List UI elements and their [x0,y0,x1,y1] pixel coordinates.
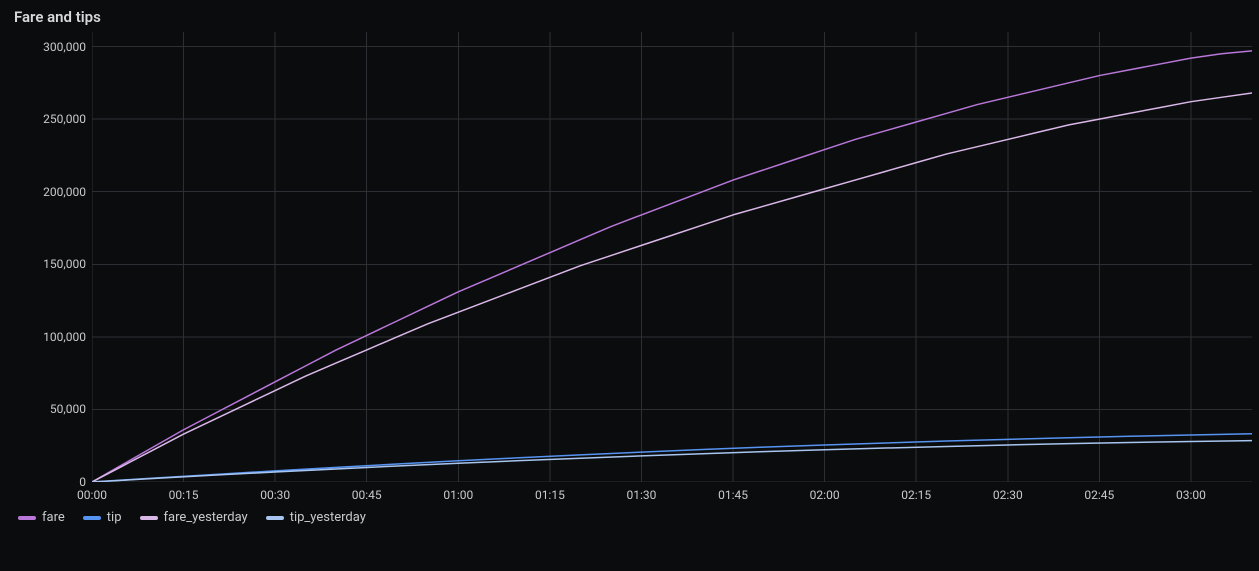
y-tick-label: 250,000 [43,112,86,126]
x-tick-label: 00:30 [260,488,290,502]
chart-svg [92,32,1252,482]
y-tick-label: 50,000 [50,402,86,416]
legend-swatch [266,516,284,520]
x-tick-label: 01:15 [535,488,565,502]
legend-label: tip [107,510,122,525]
legend-item-fare[interactable]: fare [18,510,65,525]
x-tick-label: 02:30 [993,488,1023,502]
chart-plot-area[interactable]: 050,000100,000150,000200,000250,000300,0… [92,32,1252,482]
x-tick-label: 01:30 [627,488,657,502]
legend-item-tip[interactable]: tip [83,510,122,525]
y-tick-label: 100,000 [43,330,86,344]
series-line-tip_yesterday [92,441,1252,482]
x-tick-label: 00:45 [352,488,382,502]
chart-legend: fare tip fare_yesterday tip_yesterday [12,510,1247,525]
y-tick-label: 0 [79,475,86,489]
legend-label: fare_yesterday [164,510,248,525]
series-line-fare [92,51,1252,482]
legend-label: tip_yesterday [290,510,366,525]
x-tick-label: 00:00 [77,488,107,502]
legend-swatch [140,516,158,520]
chart-panel: Fare and tips 050,000100,000150,000200,0… [0,0,1259,571]
x-tick-label: 00:15 [169,488,199,502]
y-tick-label: 300,000 [43,40,86,54]
legend-swatch [83,516,101,520]
x-tick-label: 02:45 [1084,488,1114,502]
legend-swatch [18,516,36,520]
x-tick-label: 03:00 [1176,488,1206,502]
x-tick-label: 02:00 [810,488,840,502]
legend-item-fare_yesterday[interactable]: fare_yesterday [140,510,248,525]
x-tick-label: 01:00 [443,488,473,502]
y-tick-label: 150,000 [43,257,86,271]
x-tick-label: 02:15 [901,488,931,502]
series-line-fare_yesterday [92,93,1252,482]
legend-label: fare [42,510,65,525]
x-tick-label: 01:45 [718,488,748,502]
y-tick-label: 200,000 [43,185,86,199]
legend-item-tip_yesterday[interactable]: tip_yesterday [266,510,366,525]
series-line-tip [92,434,1252,482]
chart-title: Fare and tips [14,8,1247,26]
